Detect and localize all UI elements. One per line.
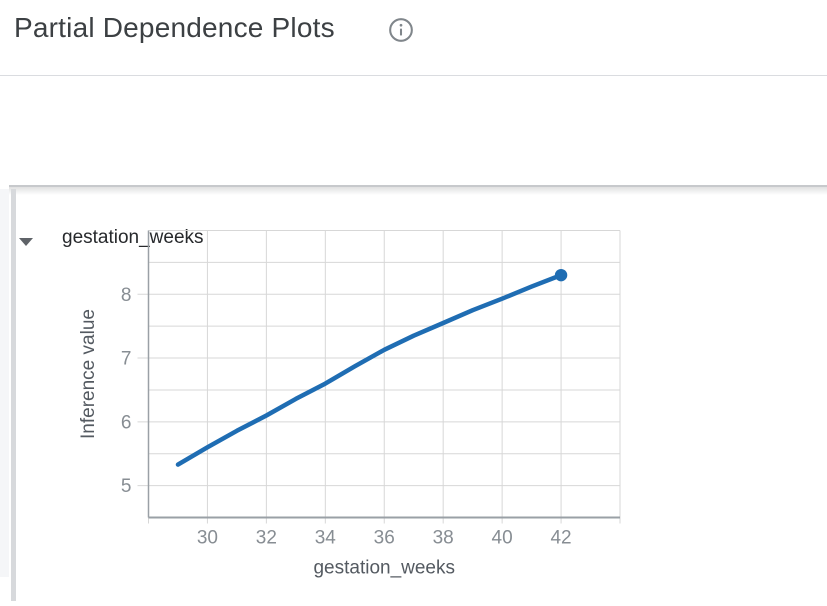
x-tick-label: 38 xyxy=(433,528,454,549)
x-tick-label: 30 xyxy=(197,528,218,549)
info-icon[interactable] xyxy=(388,17,414,43)
x-axis-title: gestation_weeks xyxy=(313,558,455,579)
y-axis-title: Inference value xyxy=(78,309,99,439)
partial-dependence-chart: 5 6 7 8 30 32 34 36 38 40 42 gestation_weeks Inferen… xyxy=(78,230,621,579)
x-tick-label: 34 xyxy=(315,528,337,549)
inference-line-series xyxy=(175,272,564,467)
y-tick-label: 6 xyxy=(121,412,132,433)
x-tick-label: 40 xyxy=(492,528,513,549)
triangle-down-icon[interactable] xyxy=(19,238,33,246)
page-title: Partial Dependence Plots xyxy=(14,12,335,43)
feature-section-header[interactable]: gestation_weeks xyxy=(0,108,827,248)
x-tick-label: 32 xyxy=(256,528,277,549)
y-tick-label: 5 xyxy=(121,476,132,497)
feature-name-label: gestation_weeks xyxy=(62,227,204,248)
section-divider xyxy=(9,185,827,187)
x-tick-label: 36 xyxy=(374,528,395,549)
y-tick-label: 7 xyxy=(121,349,132,370)
x-tick-label: 42 xyxy=(550,528,571,549)
panel-left-gutter xyxy=(0,189,9,577)
page-header: Partial Dependence Plots xyxy=(0,0,827,75)
endpoint-dot xyxy=(554,268,568,282)
section-divider-shadow xyxy=(9,187,827,195)
header-divider xyxy=(0,75,827,76)
y-tick-label: 8 xyxy=(121,285,132,306)
vertical-scrollbar[interactable] xyxy=(11,189,16,601)
